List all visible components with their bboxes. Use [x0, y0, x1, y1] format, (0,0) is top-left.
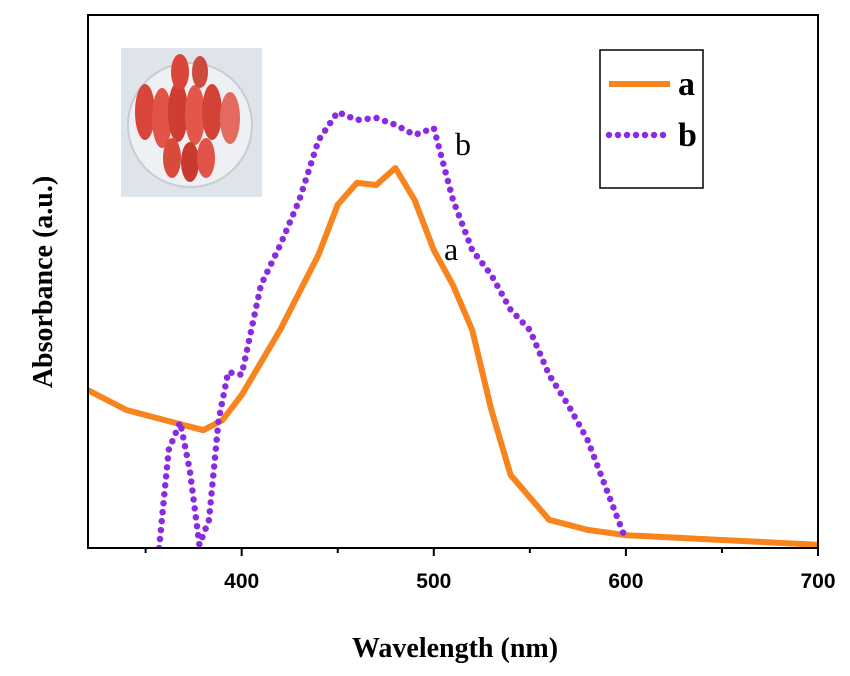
legend-box: [599, 49, 704, 189]
annotation: a: [444, 231, 458, 267]
legend: ab: [599, 49, 704, 189]
x-tick-label: 700: [800, 570, 835, 593]
inset-photo: [121, 48, 262, 197]
legend-label: b: [678, 117, 697, 154]
x-tick-label: 500: [416, 570, 451, 593]
plot-area: [88, 107, 818, 548]
legend-label: a: [678, 66, 695, 103]
annotation: b: [455, 126, 471, 162]
series-line: [88, 165, 818, 548]
y-axis-label: Absorbance (a.u.): [28, 176, 59, 388]
x-tick-label: 400: [224, 570, 259, 593]
plot-frame: [87, 14, 819, 549]
x-tick-label: 600: [608, 570, 643, 593]
x-axis-label: Wavelength (nm): [352, 633, 558, 664]
series-line: [155, 107, 630, 548]
legend-items: ab: [605, 66, 697, 154]
